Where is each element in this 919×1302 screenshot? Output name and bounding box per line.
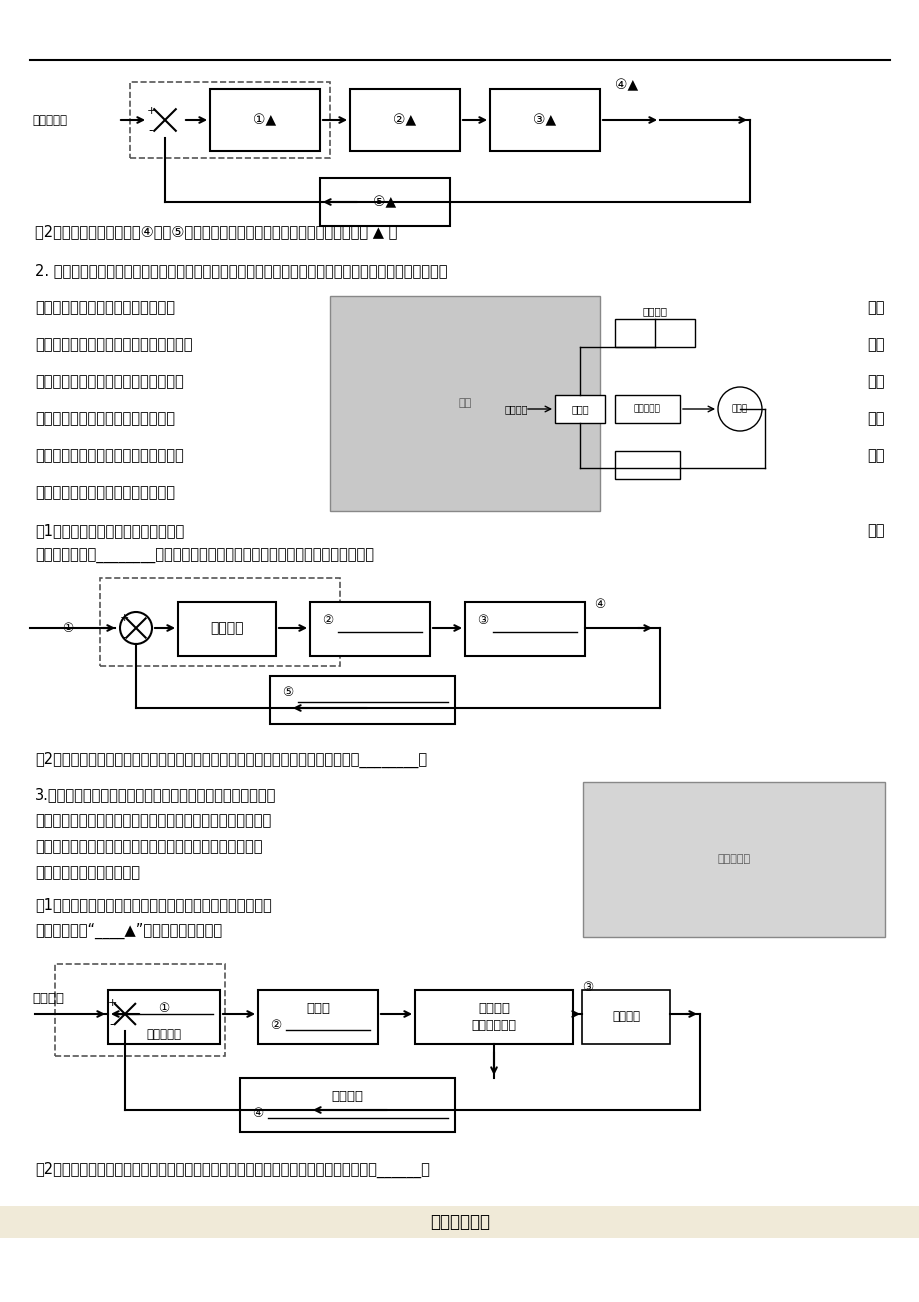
Bar (55, 963, 225, 1056)
Text: ②▲: ②▲ (393, 113, 416, 128)
Text: 制系统方框图中________处填写与磁悬浮地球仪控制系统原理图中相对应的内容。: 制系统方框图中________处填写与磁悬浮地球仪控制系统原理图中相对应的内容。 (35, 549, 374, 564)
Bar (177, 602, 276, 656)
Bar (108, 990, 220, 1044)
Text: ①: ① (62, 621, 74, 634)
Bar (130, 82, 330, 158)
Bar (414, 990, 573, 1044)
Text: 飞行状态: 飞行状态 (611, 1010, 640, 1023)
Text: 使地球仪产生感应电流，由于线圈产: 使地球仪产生感应电流，由于线圈产 (35, 299, 175, 315)
Text: （2）地面振动、风力等都会引起地球仪位置发生变化，这些因素在控制系统中称为________。: （2）地面振动、风力等都会引起地球仪位置发生变化，这些因素在控制系统中称为___… (35, 753, 426, 768)
Bar (0, 1206, 919, 1238)
Text: （飞机尾翼）: （飞机尾翼） (471, 1019, 516, 1032)
Text: ④: ④ (252, 1107, 263, 1120)
Text: 控制器: 控制器 (571, 404, 588, 414)
Text: （2）控制系统方框图中将④通过⑤返回到输入端与速度设定值进行比较的过程称为 ▲ 。: （2）控制系统方框图中将④通过⑤返回到输入端与速度设定值进行比较的过程称为 ▲ … (35, 224, 397, 240)
Text: 生的: 生的 (867, 299, 884, 315)
Bar (582, 990, 669, 1044)
Bar (240, 1078, 455, 1131)
Text: 给定状态: 给定状态 (32, 992, 64, 1005)
Text: 【欢迎阅读】: 【欢迎阅读】 (429, 1213, 490, 1230)
Bar (349, 89, 460, 151)
Text: ③▲: ③▲ (533, 113, 556, 128)
Bar (100, 578, 340, 667)
Text: 被控对象: 被控对象 (478, 1003, 509, 1016)
Text: 地球仪: 地球仪 (732, 405, 747, 414)
Text: ⑤▲: ⑤▲ (373, 195, 396, 210)
Text: +: + (108, 999, 117, 1008)
Text: 的信: 的信 (867, 411, 884, 426)
Bar (614, 395, 679, 423)
Text: 自动驾驶仪: 自动驾驶仪 (146, 1029, 181, 1042)
Bar (464, 602, 584, 656)
Text: 在控: 在控 (867, 523, 884, 538)
Text: 位置传感器: 位置传感器 (633, 405, 660, 414)
Text: 2. 如图所示为磁悬浮地球仪及控制系统原理图，控制器发出的交流电信号，通过电感线圈产生交变磁场，: 2. 如图所示为磁悬浮地球仪及控制系统原理图，控制器发出的交流电信号，通过电感线… (35, 263, 447, 279)
Text: （2）陀螺仪将检测到的飞行状态信号传送到自动驾驶仪与给定状态进行比较的过程称为______。: （2）陀螺仪将检测到的飞行状态信号传送到自动驾驶仪与给定状态进行比较的过程称为_… (35, 1161, 429, 1178)
Text: 数控装置: 数控装置 (210, 621, 244, 635)
Text: 设定信号: 设定信号 (505, 404, 528, 414)
Text: 产生电磁悬浮力，将地球仪悬浮起来。: 产生电磁悬浮力，将地球仪悬浮起来。 (35, 374, 184, 389)
Text: 器根据比较偏差值调整交流电信号。: 器根据比较偏差值调整交流电信号。 (35, 486, 175, 500)
Text: 磁场和地球磁感应电流的磁场是相斥的，: 磁场和地球磁感应电流的磁场是相斥的， (35, 337, 192, 352)
Text: -: - (121, 631, 126, 644)
Text: 飞机示意图: 飞机示意图 (717, 854, 750, 865)
Text: 检测装置: 检测装置 (331, 1090, 363, 1103)
Text: 飞行状态后，将信号送给自动驾驶仪，自动驾驶仪将飞行状态: 飞行状态后，将信号送给自动驾驶仪，自动驾驶仪将飞行状态 (35, 812, 271, 828)
Text: （1）根据控制系统原理图及其描述，: （1）根据控制系统原理图及其描述， (35, 523, 184, 538)
Text: （1）请根据上面的示意图，补充完整飞机飞行状态控制系统: （1）请根据上面的示意图，补充完整飞机飞行状态控制系统 (35, 897, 271, 911)
Text: 从而: 从而 (867, 337, 884, 352)
Bar (583, 783, 884, 937)
Text: ①: ① (158, 1003, 169, 1016)
Text: 速度设定值: 速度设定值 (32, 113, 67, 126)
Text: 如图: 如图 (458, 398, 471, 409)
Text: 传感器检测地球仪位置，并将检测到: 传感器检测地球仪位置，并将检测到 (35, 411, 175, 426)
Text: -: - (149, 125, 153, 138)
Bar (614, 319, 694, 348)
Text: 号发送给控制器与设定信号进行比较，: 号发送给控制器与设定信号进行比较， (35, 448, 184, 464)
Text: ③: ③ (582, 980, 593, 993)
Bar (310, 602, 429, 656)
Bar (330, 296, 599, 510)
Text: ④: ④ (594, 598, 605, 611)
Text: +: + (119, 613, 129, 622)
Text: +: + (146, 105, 155, 116)
Text: 方框图。（在“____▲”处填写相应的内容）: 方框图。（在“____▲”处填写相应的内容） (35, 923, 221, 939)
Text: -: - (109, 1018, 114, 1031)
Text: 与给定状态进行比较，根据偏差值控制舵机运转，舵机操纵: 与给定状态进行比较，根据偏差值控制舵机运转，舵机操纵 (35, 838, 262, 854)
Text: 位置: 位置 (867, 374, 884, 389)
Text: 飞机尾翼，调整飞行状态。: 飞机尾翼，调整飞行状态。 (35, 865, 140, 880)
Text: 控制: 控制 (867, 448, 884, 464)
Text: 3.如图所示为简化的飞机飞行状态控制系统。陀螺仪检测飞机: 3.如图所示为简化的飞机飞行状态控制系统。陀螺仪检测飞机 (35, 786, 276, 802)
Text: ①▲: ①▲ (253, 113, 277, 128)
Bar (614, 450, 679, 479)
Bar (320, 178, 449, 227)
Text: 执行器: 执行器 (306, 1003, 330, 1016)
Text: ②: ② (322, 615, 333, 628)
Bar (257, 990, 378, 1044)
Text: ③: ③ (476, 615, 488, 628)
Text: ②: ② (269, 1019, 281, 1032)
Bar (210, 89, 320, 151)
Text: ⑤: ⑤ (282, 686, 293, 699)
Bar (490, 89, 599, 151)
Text: 电磁线圈: 电磁线圈 (641, 306, 667, 316)
Bar (269, 676, 455, 724)
Bar (554, 395, 605, 423)
Text: ④▲: ④▲ (614, 78, 638, 92)
